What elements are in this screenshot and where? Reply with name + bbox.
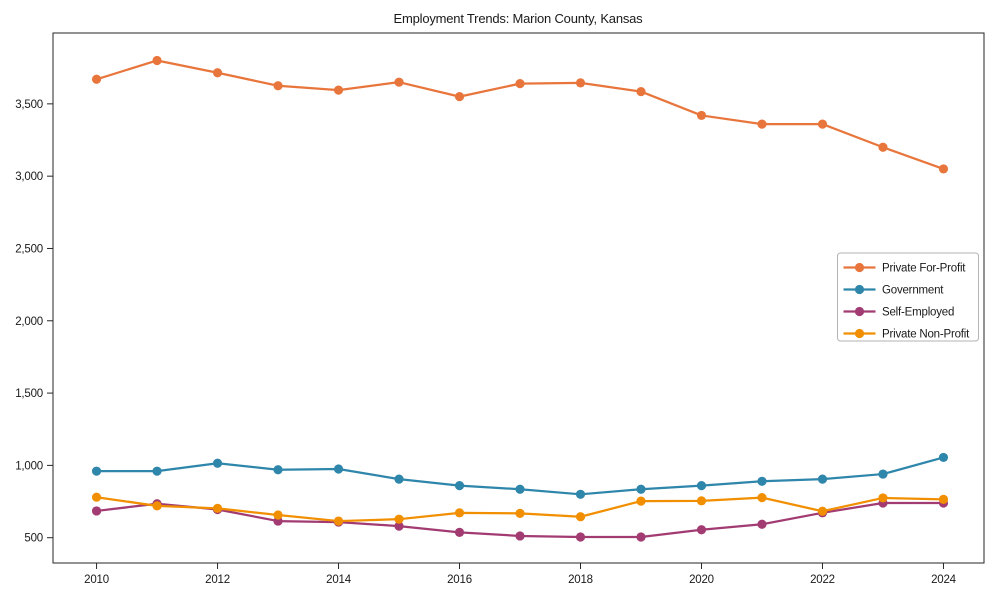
data-point-private-for-profit-2016	[454, 92, 465, 102]
data-point-government-2011	[152, 466, 162, 476]
data-point-private-non-profit-2010	[91, 492, 102, 502]
data-point-private-for-profit-2012	[212, 68, 223, 78]
series-line-private-for-profit	[96, 59, 944, 170]
data-point-private-non-profit-2020	[696, 496, 707, 506]
data-point-government-2014	[333, 464, 344, 474]
y-tick-label: 3,000	[15, 171, 43, 183]
x-axis: 2010 2012 2014 2016 2018 2020 2022 2024	[84, 563, 957, 586]
data-point-private-for-profit-2017	[515, 79, 525, 89]
data-point-government-2017	[515, 484, 525, 494]
data-point-self-employed-2016	[454, 527, 465, 537]
x-tick-label: 2020	[689, 574, 714, 586]
data-point-private-non-profit-2022	[817, 506, 828, 516]
data-point-self-employed-2010	[91, 506, 102, 516]
data-point-private-non-profit-2013	[273, 510, 283, 520]
data-point-private-for-profit-2022	[817, 119, 828, 129]
data-point-self-employed-2019	[636, 532, 646, 542]
legend-box	[837, 252, 979, 342]
data-point-private-non-profit-2018	[575, 512, 586, 522]
legend-label-government: Government	[882, 285, 944, 297]
data-point-private-for-profit-2021	[757, 119, 767, 129]
data-point-private-for-profit-2024	[938, 164, 949, 174]
legend-marker-private-non-profit	[854, 328, 865, 339]
data-point-government-2013	[273, 465, 283, 475]
data-point-government-2021	[757, 476, 767, 486]
x-tick-label: 2012	[205, 574, 230, 586]
data-point-private-non-profit-2024	[938, 494, 949, 504]
data-point-private-for-profit-2013	[273, 81, 283, 91]
data-point-private-non-profit-2014	[333, 516, 344, 526]
plot-frame	[52, 32, 985, 564]
data-point-private-for-profit-2015	[394, 77, 404, 87]
data-point-private-for-profit-2019	[636, 86, 646, 97]
data-point-private-for-profit-2018	[575, 78, 586, 88]
data-point-government-2020	[696, 481, 707, 491]
data-point-self-employed-2021	[757, 519, 767, 529]
x-tick-label: 2018	[568, 574, 593, 586]
y-axis: 500 1,000 1,500 2,000 2,500 3,000 3,500	[15, 99, 53, 545]
data-point-private-non-profit-2016	[454, 508, 465, 518]
data-point-private-non-profit-2011	[152, 501, 162, 511]
y-tick-label: 500	[24, 533, 43, 545]
data-point-private-non-profit-2015	[394, 514, 404, 524]
data-point-private-non-profit-2021	[757, 493, 767, 503]
data-point-self-employed-2020	[696, 525, 707, 535]
x-tick-label: 2024	[931, 574, 957, 586]
series-lines	[91, 55, 949, 542]
chart-title: Employment Trends: Marion County, Kansas	[394, 11, 644, 26]
data-point-private-non-profit-2023	[878, 493, 888, 503]
legend-marker-self-employed	[854, 306, 865, 317]
x-tick-label: 2016	[447, 574, 472, 586]
data-point-government-2018	[575, 489, 586, 499]
x-tick-label: 2010	[84, 574, 109, 586]
y-tick-label: 2,500	[15, 243, 43, 255]
data-point-private-for-profit-2023	[878, 142, 888, 152]
legend-label-self-employed: Self-Employed	[882, 307, 954, 319]
legend-label-private-for-profit: Private For-Profit	[882, 263, 966, 275]
legend-label-private-non-profit: Private Non-Profit	[882, 329, 970, 341]
data-point-government-2015	[394, 474, 404, 484]
y-tick-label: 1,500	[15, 388, 43, 400]
data-point-government-2016	[454, 481, 465, 491]
legend-marker-private-for-profit	[854, 262, 865, 273]
data-point-self-employed-2018	[575, 532, 586, 542]
data-point-government-2022	[817, 474, 828, 484]
plot-area	[52, 32, 985, 564]
data-point-private-non-profit-2017	[515, 508, 525, 518]
data-point-government-2010	[91, 466, 102, 476]
y-tick-label: 1,000	[15, 460, 43, 472]
legend: Private For-Profit Government Self-Employe…	[837, 252, 979, 342]
data-point-government-2019	[636, 484, 646, 494]
x-tick-label: 2022	[810, 574, 835, 586]
data-point-government-2012	[212, 458, 223, 468]
data-point-private-non-profit-2012	[212, 503, 223, 513]
data-point-private-for-profit-2011	[152, 55, 162, 66]
legend-marker-government	[854, 284, 865, 295]
data-point-private-for-profit-2010	[91, 74, 102, 84]
data-point-private-for-profit-2020	[696, 110, 707, 121]
data-point-self-employed-2015	[394, 521, 404, 531]
data-point-private-non-profit-2019	[636, 496, 646, 506]
data-point-government-2024	[938, 452, 949, 463]
data-point-private-for-profit-2014	[333, 85, 344, 95]
data-point-government-2023	[878, 469, 888, 479]
y-tick-label: 3,500	[15, 99, 43, 111]
y-tick-label: 2,000	[15, 316, 43, 328]
data-point-self-employed-2017	[515, 531, 525, 541]
x-tick-label: 2014	[326, 574, 352, 586]
